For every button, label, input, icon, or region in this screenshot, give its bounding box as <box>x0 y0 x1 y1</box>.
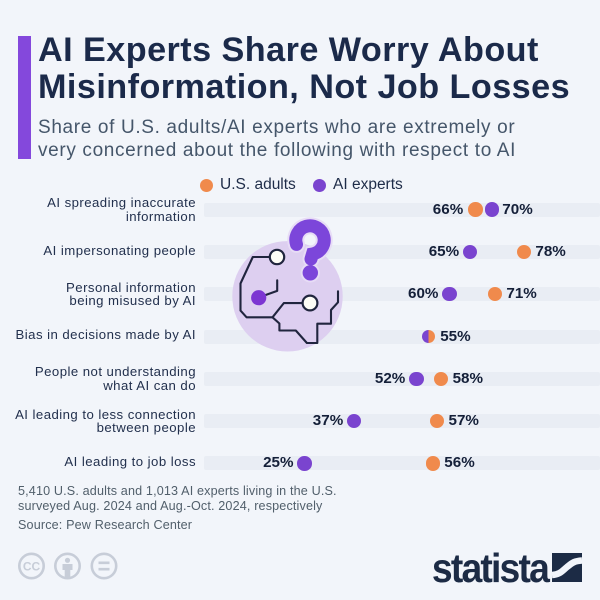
svg-text:CC: CC <box>23 560 41 574</box>
